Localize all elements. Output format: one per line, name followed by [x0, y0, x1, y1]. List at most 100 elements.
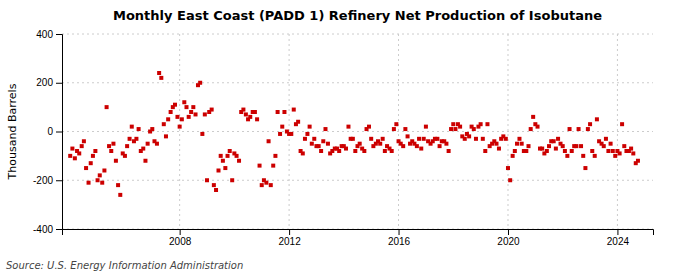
point	[479, 122, 483, 126]
y-grid-line	[62, 180, 653, 181]
point	[241, 108, 245, 112]
point	[583, 166, 587, 170]
point	[96, 178, 100, 182]
y-grid-line	[62, 34, 653, 35]
point	[210, 108, 214, 112]
y-axis-tick-mark	[56, 83, 62, 84]
point	[529, 127, 533, 131]
point	[602, 144, 606, 148]
point	[611, 149, 615, 153]
point	[184, 105, 188, 109]
point	[574, 144, 578, 148]
point	[552, 139, 556, 143]
point	[367, 125, 371, 129]
point	[581, 154, 585, 158]
y-axis-tick-label: -400	[33, 224, 53, 235]
point	[134, 137, 138, 141]
point	[317, 144, 321, 148]
point	[394, 122, 398, 126]
point	[255, 117, 259, 121]
x-axis-line	[63, 230, 654, 236]
point	[89, 161, 93, 165]
point	[577, 127, 581, 131]
point	[258, 164, 262, 168]
point	[98, 173, 102, 177]
point	[524, 149, 528, 153]
x-grid-line	[179, 34, 180, 229]
point	[305, 132, 309, 136]
x-axis-tick: 2016	[388, 229, 411, 247]
x-axis-tick: 2008	[169, 229, 192, 247]
point	[417, 137, 421, 141]
point	[536, 125, 540, 129]
point	[346, 125, 350, 129]
point	[392, 127, 396, 131]
point	[520, 142, 524, 146]
point	[504, 137, 508, 141]
point	[187, 115, 191, 119]
point	[164, 134, 168, 138]
grid	[62, 34, 653, 229]
point	[226, 154, 230, 158]
x-axis-tick-label: 2016	[388, 236, 411, 247]
point	[618, 151, 622, 155]
point	[595, 117, 599, 121]
point	[586, 127, 590, 131]
y-axis-line	[56, 35, 63, 230]
point	[326, 142, 330, 146]
point	[200, 132, 204, 136]
point	[609, 142, 613, 146]
chart-container: 20082012201620202024-400-2000200400Month…	[0, 0, 675, 275]
point	[116, 183, 120, 187]
point	[401, 144, 405, 148]
x-axis-tick-label: 2020	[497, 236, 520, 247]
point	[424, 125, 428, 129]
y-axis-tick-mark	[56, 34, 62, 35]
point	[189, 110, 193, 114]
point	[301, 151, 305, 155]
x-axis-tick-mark	[617, 229, 618, 235]
point	[77, 151, 81, 155]
point	[260, 183, 264, 187]
point	[513, 149, 517, 153]
y-axis-tick: 200	[36, 77, 62, 88]
point	[162, 122, 166, 126]
x-axis: 20082012201620202024	[63, 229, 654, 247]
point	[292, 108, 296, 112]
point	[70, 147, 74, 151]
point	[563, 149, 567, 153]
x-axis-tick: 2012	[278, 229, 301, 247]
point	[381, 137, 385, 141]
point	[545, 149, 549, 153]
point	[515, 142, 519, 146]
point	[358, 142, 362, 146]
point	[244, 112, 248, 116]
point	[588, 122, 592, 126]
point	[282, 110, 286, 114]
point	[180, 117, 184, 121]
point	[235, 154, 239, 158]
point	[203, 112, 207, 116]
point	[351, 137, 355, 141]
y-axis-tick: 0	[47, 126, 62, 137]
point	[579, 144, 583, 148]
point	[267, 139, 271, 143]
point	[390, 149, 394, 153]
point	[276, 110, 280, 114]
x-axis-tick-label: 2008	[169, 236, 192, 247]
y-axis-tick-mark	[56, 132, 62, 133]
x-axis-tick-mark	[508, 229, 509, 235]
point	[205, 178, 209, 182]
point	[118, 193, 122, 197]
point	[590, 149, 594, 153]
point	[102, 169, 106, 173]
y-axis: -400-2000200400	[33, 29, 63, 235]
point	[531, 115, 535, 119]
point	[353, 149, 357, 153]
point	[481, 137, 485, 141]
point	[474, 137, 478, 141]
point	[264, 181, 268, 185]
point	[422, 137, 426, 141]
point	[362, 149, 366, 153]
point	[554, 147, 558, 151]
